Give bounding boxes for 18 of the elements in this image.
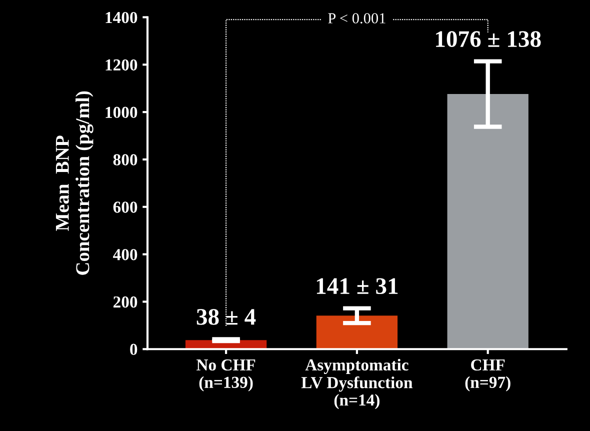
y-tick-label: 600 xyxy=(113,202,138,213)
bar xyxy=(316,316,398,350)
y-tick-label: 1000 xyxy=(106,106,138,118)
y-tick-label: 800 xyxy=(113,154,138,166)
y-tick-label: 200 xyxy=(113,296,138,308)
data-label: 38 ± 4 xyxy=(196,308,256,325)
y-tick-label: 1200 xyxy=(106,59,138,71)
data-label: 1076 ± 138 xyxy=(436,31,541,48)
y-axis-title: Mean BNP Concentration (pg/ml) xyxy=(56,91,94,275)
x-tick-label: Asymptomatic LV Dysfunction (n=14) xyxy=(301,358,413,410)
y-tick-label: 1400 xyxy=(106,12,138,24)
annotation: P < 0.001 xyxy=(328,13,386,24)
x-tick-label: No CHF (n=139) xyxy=(196,359,256,392)
bar xyxy=(447,94,528,350)
data-label: 141 ± 31 xyxy=(316,278,398,294)
y-tick-label: 400 xyxy=(113,248,138,260)
x-tick-label: CHF (n=97) xyxy=(465,359,510,392)
y-tick-label: 0 xyxy=(130,344,138,356)
